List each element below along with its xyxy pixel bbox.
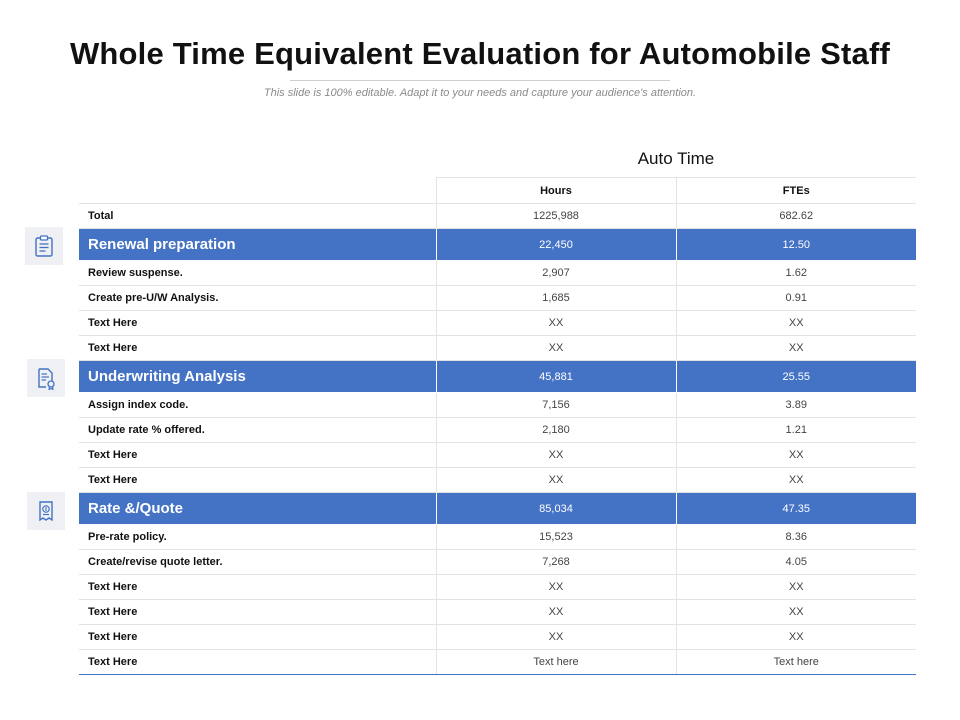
section-label: Underwriting Analysis [79,360,436,393]
table-row: Text Here XX XX [79,624,916,650]
hours-cell: XX [435,310,676,336]
ftes-cell: 3.89 [675,392,916,418]
hours-cell: 15,523 [435,524,676,550]
hours-cell: 7,156 [435,392,676,418]
ftes-cell: 1.21 [675,417,916,443]
table-row-total: Total 1225,988 682.62 [79,203,916,229]
ftes-cell: 47.35 [675,492,916,525]
row-label: Text Here [79,649,436,675]
ftes-cell: XX [675,574,916,600]
table-row: Pre-rate policy. 15,523 8.36 [79,524,916,550]
title-divider [290,80,670,81]
table-row: Assign index code. 7,156 3.89 [79,392,916,418]
table-row: Review suspense. 2,907 1.62 [79,260,916,286]
row-label: Text Here [79,310,436,336]
hours-cell: XX [435,442,676,468]
header-blank-cell [79,177,436,204]
table-row: Text Here Text here Text here [79,649,916,675]
row-label: Create pre-U/W Analysis. [79,285,436,311]
hours-cell: 22,450 [435,228,676,261]
column-header-hours: Hours [435,177,676,204]
section-row-rate-quote: Rate &/Quote 85,034 47.35 [79,492,916,525]
page-title: Whole Time Equivalent Evaluation for Aut… [69,36,891,71]
section-label: Renewal preparation [79,228,436,261]
hours-cell: 7,268 [435,549,676,575]
ftes-cell: XX [675,467,916,493]
table-row: Create/revise quote letter. 7,268 4.05 [79,549,916,575]
table-row: Text Here XX XX [79,599,916,625]
section-row-underwriting-analysis: Underwriting Analysis 45,881 25.55 [79,360,916,393]
document-certificate-icon [27,359,65,397]
row-label: Total [79,203,436,229]
ftes-cell: 1.62 [675,260,916,286]
row-label: Text Here [79,624,436,650]
ftes-cell: XX [675,599,916,625]
row-label: Text Here [79,335,436,361]
ftes-cell: 25.55 [675,360,916,393]
section-row-renewal-preparation: Renewal preparation 22,450 12.50 [79,228,916,261]
column-group-header: Auto Time [637,149,715,168]
row-label: Text Here [79,599,436,625]
hours-cell: Text here [435,649,676,675]
hours-cell: XX [435,624,676,650]
table-row: Text Here XX XX [79,442,916,468]
fte-table: Hours FTEs Total 1225,988 682.62 Renewal… [79,177,916,675]
row-label: Text Here [79,574,436,600]
receipt-quote-icon [27,492,65,530]
clipboard-icon [25,227,63,265]
row-label: Create/revise quote letter. [79,549,436,575]
row-label: Update rate % offered. [79,417,436,443]
hours-cell: 2,907 [435,260,676,286]
table-row: Text Here XX XX [79,335,916,361]
hours-cell: XX [435,574,676,600]
ftes-cell: 682.62 [675,203,916,229]
row-label: Pre-rate policy. [79,524,436,550]
table-row: Text Here XX XX [79,310,916,336]
hours-cell: 1,685 [435,285,676,311]
ftes-cell: XX [675,335,916,361]
ftes-cell: XX [675,310,916,336]
row-label: Review suspense. [79,260,436,286]
table-row: Update rate % offered. 2,180 1.21 [79,417,916,443]
page-subtitle: This slide is 100% editable. Adapt it to… [263,87,697,99]
section-label: Rate &/Quote [79,492,436,525]
ftes-cell: 4.05 [675,549,916,575]
table-row: Create pre-U/W Analysis. 1,685 0.91 [79,285,916,311]
ftes-cell: 0.91 [675,285,916,311]
ftes-cell: Text here [675,649,916,675]
table-row: Text Here XX XX [79,574,916,600]
table-row: Text Here XX XX [79,467,916,493]
row-label: Text Here [79,442,436,468]
hours-cell: 2,180 [435,417,676,443]
hours-cell: 45,881 [435,360,676,393]
ftes-cell: XX [675,624,916,650]
ftes-cell: 8.36 [675,524,916,550]
hours-cell: 1225,988 [435,203,676,229]
hours-cell: XX [435,467,676,493]
table-header-row: Hours FTEs [79,177,916,204]
ftes-cell: 12.50 [675,228,916,261]
hours-cell: XX [435,335,676,361]
ftes-cell: XX [675,442,916,468]
column-header-ftes: FTEs [675,177,916,204]
row-label: Assign index code. [79,392,436,418]
row-label: Text Here [79,467,436,493]
hours-cell: 85,034 [435,492,676,525]
hours-cell: XX [435,599,676,625]
